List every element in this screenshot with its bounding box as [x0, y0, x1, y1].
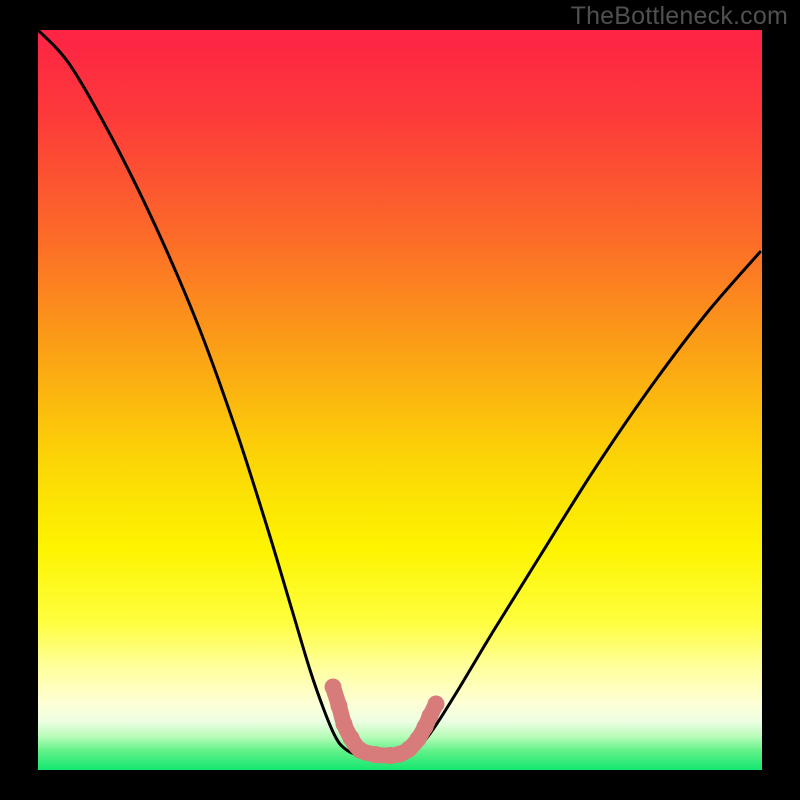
plot-gradient-fill: [38, 30, 762, 770]
optimal-point-dot: [352, 742, 369, 759]
optimal-point-dot: [367, 746, 384, 763]
watermark-label: TheBottleneck.com: [571, 2, 788, 31]
optimal-point-dot: [331, 698, 348, 715]
chart-root: TheBottleneck.com: [0, 0, 800, 800]
optimal-point-dot: [325, 679, 342, 696]
plot-area: [38, 30, 762, 770]
optimal-point-dot: [428, 696, 445, 713]
chart-svg: [0, 0, 800, 800]
